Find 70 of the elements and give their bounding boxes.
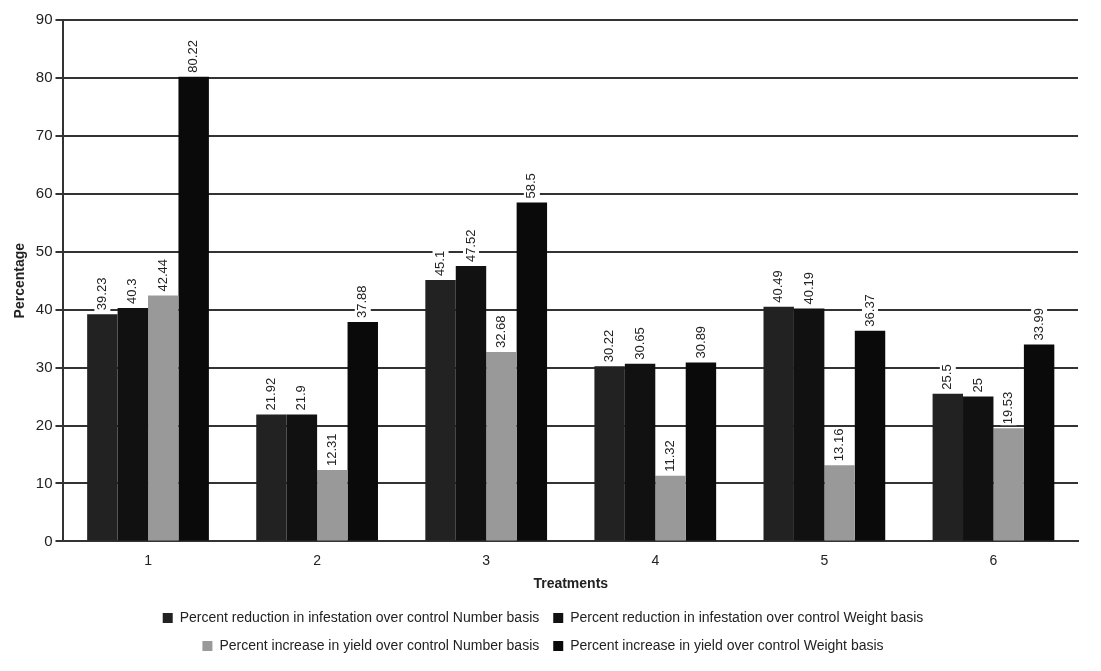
bar bbox=[117, 307, 149, 541]
data-label: 40.19 bbox=[800, 272, 816, 305]
y-tick-label: 10 bbox=[35, 473, 53, 491]
bar bbox=[932, 393, 964, 541]
y-tick-label: 70 bbox=[35, 126, 53, 144]
data-label: 45.1 bbox=[432, 250, 448, 277]
x-tick-label: 2 bbox=[313, 551, 322, 568]
bar bbox=[685, 362, 717, 541]
data-label: 47.52 bbox=[462, 229, 478, 263]
legend-label: Percent reduction in infestation over control Number basis bbox=[179, 608, 540, 625]
data-label: 13.16 bbox=[831, 428, 847, 462]
bar bbox=[178, 76, 209, 541]
y-tick-label: 50 bbox=[35, 241, 53, 259]
bar bbox=[516, 202, 548, 541]
data-label: 33.99 bbox=[1030, 307, 1046, 341]
bar bbox=[624, 363, 656, 541]
bar bbox=[763, 306, 794, 541]
data-label: 12.31 bbox=[323, 433, 339, 467]
data-label: 19.53 bbox=[1000, 391, 1016, 425]
data-label: 80.22 bbox=[185, 40, 201, 73]
bar bbox=[1023, 344, 1055, 541]
data-label: 25 bbox=[969, 378, 985, 393]
bar bbox=[286, 414, 318, 541]
data-label: 40.3 bbox=[124, 278, 140, 304]
data-label: 37.88 bbox=[354, 285, 370, 318]
x-tick-label: 5 bbox=[820, 551, 829, 568]
bar bbox=[425, 280, 456, 541]
y-tick-label: 40 bbox=[35, 299, 53, 317]
data-label: 21.9 bbox=[293, 385, 309, 411]
y-tick-label: 60 bbox=[35, 183, 53, 201]
legend-label: Percent increase in yield over control Number basis bbox=[219, 636, 540, 653]
x-tick-label: 3 bbox=[482, 551, 491, 568]
bar bbox=[993, 428, 1024, 541]
data-label: 39.23 bbox=[93, 277, 109, 311]
y-tick-label: 0 bbox=[44, 531, 53, 549]
data-label: 42.44 bbox=[154, 258, 170, 292]
data-label: 40.49 bbox=[770, 270, 786, 303]
bar bbox=[486, 352, 517, 541]
bar bbox=[854, 330, 886, 541]
bar bbox=[148, 295, 179, 541]
y-tick-label: 80 bbox=[35, 68, 53, 86]
data-label: 11.32 bbox=[662, 440, 678, 472]
y-tick-label: 20 bbox=[35, 415, 53, 433]
bar bbox=[455, 266, 487, 541]
x-axis-title: Treatments bbox=[533, 575, 609, 592]
data-label: 58.5 bbox=[523, 173, 539, 199]
y-tick-label: 30 bbox=[35, 357, 53, 375]
data-label: 25.5 bbox=[939, 364, 955, 390]
y-axis-title: Percentage bbox=[11, 242, 28, 319]
y-tick-label: 90 bbox=[35, 10, 53, 28]
x-tick-label: 6 bbox=[989, 551, 998, 568]
x-tick-label: 1 bbox=[144, 551, 153, 568]
bar bbox=[655, 475, 686, 541]
x-tick-label: 4 bbox=[651, 551, 660, 568]
bar bbox=[963, 396, 994, 541]
legend-label: Percent increase in yield over control Weight basis bbox=[570, 636, 884, 653]
data-label: 36.37 bbox=[861, 294, 877, 327]
bar bbox=[793, 308, 825, 541]
bar bbox=[347, 321, 378, 541]
data-label: 30.22 bbox=[601, 329, 617, 363]
data-label: 30.89 bbox=[692, 325, 708, 359]
data-label: 32.68 bbox=[493, 315, 508, 349]
data-label: 30.65 bbox=[631, 327, 647, 360]
bar bbox=[256, 414, 287, 541]
bar bbox=[317, 470, 348, 541]
data-label: 21.92 bbox=[263, 377, 279, 411]
bar bbox=[594, 366, 625, 541]
bar bbox=[824, 465, 855, 541]
legend-label: Percent reduction in infestation over control Weight basis bbox=[570, 608, 924, 625]
bar bbox=[87, 314, 118, 541]
